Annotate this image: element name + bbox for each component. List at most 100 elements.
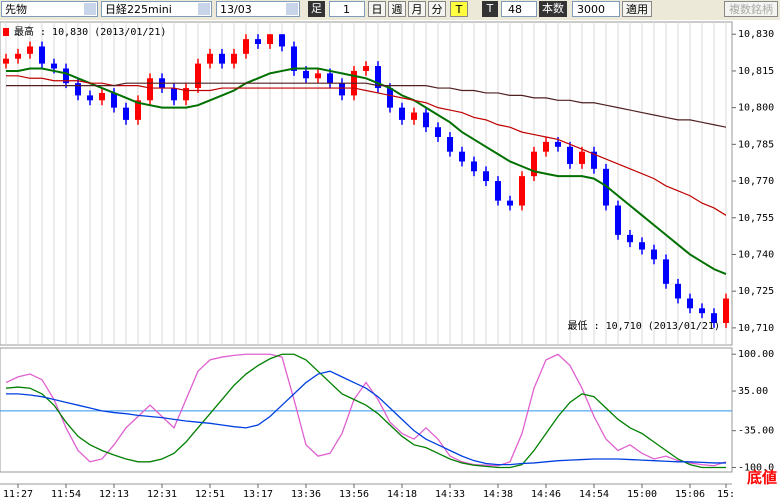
line: [6, 67, 727, 275]
annotation-marker: [3, 28, 9, 36]
x-tick-label: 13:56: [339, 489, 369, 500]
candle-body: [483, 171, 489, 182]
symbol-select[interactable]: 日経225mini: [101, 1, 212, 17]
x-tick-label: 13:36: [291, 489, 321, 500]
candle-body: [339, 83, 345, 96]
plot-area: [0, 347, 733, 473]
candle-body: [543, 141, 549, 152]
week-button[interactable]: 週: [388, 1, 406, 17]
y-tick-label: 35.00: [738, 386, 768, 397]
candle-body: [447, 137, 453, 152]
y-tick-label: 10,785: [738, 139, 774, 150]
candle-body: [675, 283, 681, 299]
candle-body: [363, 66, 369, 71]
candle-body: [567, 146, 573, 164]
y-tick-label: 10,755: [738, 213, 774, 224]
candle-body: [627, 234, 633, 243]
candle-body: [375, 66, 381, 89]
x-tick-label: 14:46: [531, 489, 561, 500]
x-tick-label: 12:51: [195, 489, 225, 500]
candle-body: [507, 200, 513, 206]
candle-body: [435, 127, 441, 138]
candle-body: [687, 298, 693, 309]
x-tick-label: 11:27: [3, 489, 33, 500]
candle-body: [123, 107, 129, 120]
day-button[interactable]: 日: [368, 1, 386, 17]
candle-body: [327, 73, 333, 84]
candle-body: [531, 151, 537, 177]
y-tick-label: -35.00: [738, 426, 774, 437]
candle-body: [243, 39, 249, 54]
candle-body: [99, 92, 105, 101]
count-label: 本数: [539, 1, 567, 17]
candle-body: [459, 151, 465, 162]
x-tick-label: 14:54: [579, 489, 609, 500]
y-tick-label: 10,800: [738, 103, 774, 114]
candle-body: [651, 249, 657, 260]
y-tick-label: 10,815: [738, 66, 774, 77]
t-input[interactable]: 48: [501, 1, 537, 17]
candle-body: [171, 88, 177, 101]
candle-body: [87, 95, 93, 101]
y-tick-label: 10,740: [738, 249, 774, 260]
candle-body: [183, 88, 189, 101]
candle-body: [39, 46, 45, 64]
instrument-select[interactable]: 先物: [1, 1, 98, 17]
candle-body: [711, 313, 717, 323]
annotation: 最高 : 10,830 (2013/01/21): [14, 25, 166, 38]
candle-body: [207, 53, 213, 64]
apply-button[interactable]: 適用: [622, 1, 652, 17]
line: [5, 353, 727, 467]
candle-body: [639, 242, 645, 250]
y-tick-label: 10,710: [738, 323, 774, 334]
x-tick-label: 12:31: [147, 489, 177, 500]
candle-body: [51, 63, 57, 69]
candle-body: [315, 73, 321, 79]
candle-body: [27, 46, 33, 54]
y-tick-label: -100.0: [738, 462, 774, 473]
x-tick-label: 11:54: [51, 489, 81, 500]
candle-body: [75, 83, 81, 96]
candle-body: [267, 34, 273, 45]
candle-body: [471, 161, 477, 172]
bar-label: 足: [308, 1, 325, 17]
x-tick-label: 14:33: [435, 489, 465, 500]
line: [6, 82, 727, 128]
candle-body: [519, 176, 525, 206]
tick-button[interactable]: T: [450, 1, 468, 17]
candle-body: [699, 308, 705, 314]
candle-body: [255, 39, 261, 45]
candle-body: [411, 112, 417, 120]
candle-body: [291, 46, 297, 71]
multi-button[interactable]: 複数銘柄: [724, 1, 778, 17]
candle-body: [387, 88, 393, 108]
candle-body: [3, 58, 9, 64]
candle-body: [495, 181, 501, 201]
candle-body: [579, 151, 585, 164]
candle-body: [663, 259, 669, 284]
candle-body: [135, 100, 141, 120]
line: [5, 353, 726, 469]
candle-body: [399, 107, 405, 120]
y-tick-label: 10,770: [738, 176, 774, 187]
count-input[interactable]: 3000: [572, 1, 620, 17]
month-button[interactable]: 月: [408, 1, 426, 17]
candle-body: [423, 112, 429, 128]
t-label: T: [482, 1, 498, 17]
candle-body: [195, 63, 201, 89]
candle-body: [723, 298, 729, 323]
candle-body: [63, 68, 69, 84]
minute-button[interactable]: 分: [428, 1, 446, 17]
x-tick-label: 14:18: [387, 489, 417, 500]
x-tick-label: 12:13: [99, 489, 129, 500]
candle-body: [219, 53, 225, 64]
annotation: 底値: [747, 469, 777, 487]
contract-select[interactable]: 13/03: [216, 1, 300, 17]
x-tick-label: 15:: [717, 489, 735, 500]
annotation: 最低 : 10,710 (2013/01/21): [568, 319, 720, 332]
line: [6, 75, 727, 216]
interval-input[interactable]: 1: [329, 1, 365, 17]
candle-body: [279, 34, 285, 47]
x-tick-label: 13:17: [243, 489, 273, 500]
